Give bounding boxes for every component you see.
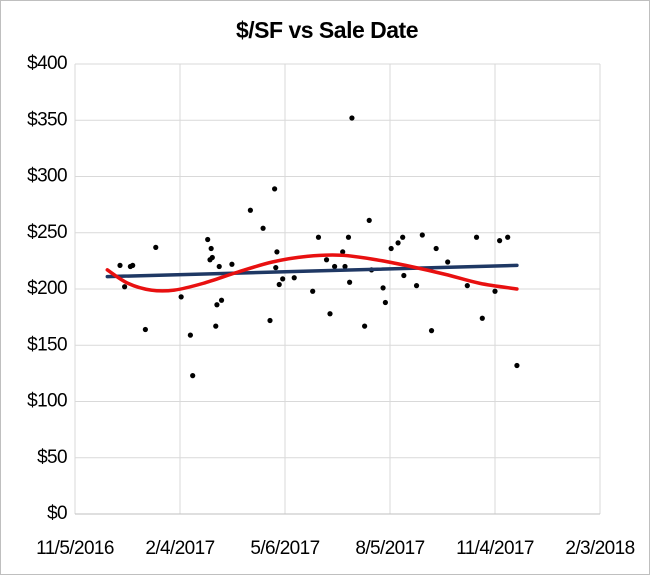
y-tick-label: $250 <box>27 222 67 243</box>
data-point <box>213 323 219 329</box>
y-tick-label: $100 <box>27 391 67 412</box>
data-point <box>216 263 222 270</box>
data-point <box>388 245 394 252</box>
y-tick-label: $0 <box>47 503 67 524</box>
data-point <box>349 115 355 121</box>
data-point <box>310 288 316 294</box>
data-point <box>122 284 128 290</box>
data-point <box>280 276 286 282</box>
data-point <box>332 263 338 270</box>
y-tick-label: $350 <box>27 109 67 130</box>
data-point <box>340 249 346 255</box>
y-tick-label: $400 <box>27 53 67 74</box>
x-tick-label: 2/4/2017 <box>145 538 214 559</box>
data-point <box>315 234 322 240</box>
x-tick-label: 11/4/2017 <box>456 538 534 559</box>
data-point <box>207 257 213 263</box>
data-point <box>327 311 333 317</box>
data-point <box>205 236 211 243</box>
data-point <box>492 288 498 294</box>
trendline <box>105 263 519 279</box>
data-point <box>433 245 439 252</box>
data-point <box>401 272 407 279</box>
data-point <box>505 234 511 240</box>
data-point <box>229 261 235 267</box>
y-tick-label: $300 <box>27 166 67 187</box>
data-point <box>400 234 406 240</box>
y-tick-label: $150 <box>27 334 67 355</box>
data-point <box>395 240 401 246</box>
data-point <box>323 257 330 263</box>
trendline <box>105 253 519 293</box>
data-point <box>362 323 368 329</box>
chart-title: $/SF vs Sale Date <box>236 17 418 43</box>
data-point <box>267 317 273 324</box>
data-point <box>153 244 159 250</box>
data-point <box>342 263 348 270</box>
data-point <box>178 294 184 300</box>
data-point <box>464 283 470 289</box>
data-point <box>413 283 420 289</box>
data-point <box>260 225 266 231</box>
data-point <box>428 328 435 334</box>
data-point <box>473 234 480 240</box>
data-point <box>380 285 386 291</box>
x-tick-label: 5/6/2017 <box>250 538 319 559</box>
data-point <box>273 265 279 271</box>
y-tick-label: $50 <box>37 447 67 468</box>
data-point <box>347 279 353 285</box>
data-point <box>497 238 503 244</box>
y-tick-label: $200 <box>27 278 67 299</box>
data-point <box>366 217 372 223</box>
data-point <box>345 234 352 240</box>
x-tick-label: 2/3/2018 <box>565 538 634 559</box>
data-point <box>218 297 225 303</box>
data-point <box>445 259 451 265</box>
x-tick-label: 8/5/2017 <box>355 538 424 559</box>
data-point <box>479 315 485 321</box>
data-point <box>208 245 214 252</box>
data-point <box>187 332 193 338</box>
data-point <box>272 186 278 192</box>
data-point <box>117 262 123 268</box>
data-point <box>190 373 196 379</box>
x-tick-label: 11/5/2016 <box>36 538 114 559</box>
data-point <box>514 362 520 369</box>
data-point <box>214 302 220 308</box>
data-point <box>142 326 148 333</box>
data-point <box>274 249 280 255</box>
data-point <box>247 207 253 213</box>
data-point <box>130 262 136 268</box>
data-point <box>291 275 297 281</box>
data-point <box>419 232 425 238</box>
data-point <box>276 281 282 288</box>
data-point <box>382 299 388 306</box>
